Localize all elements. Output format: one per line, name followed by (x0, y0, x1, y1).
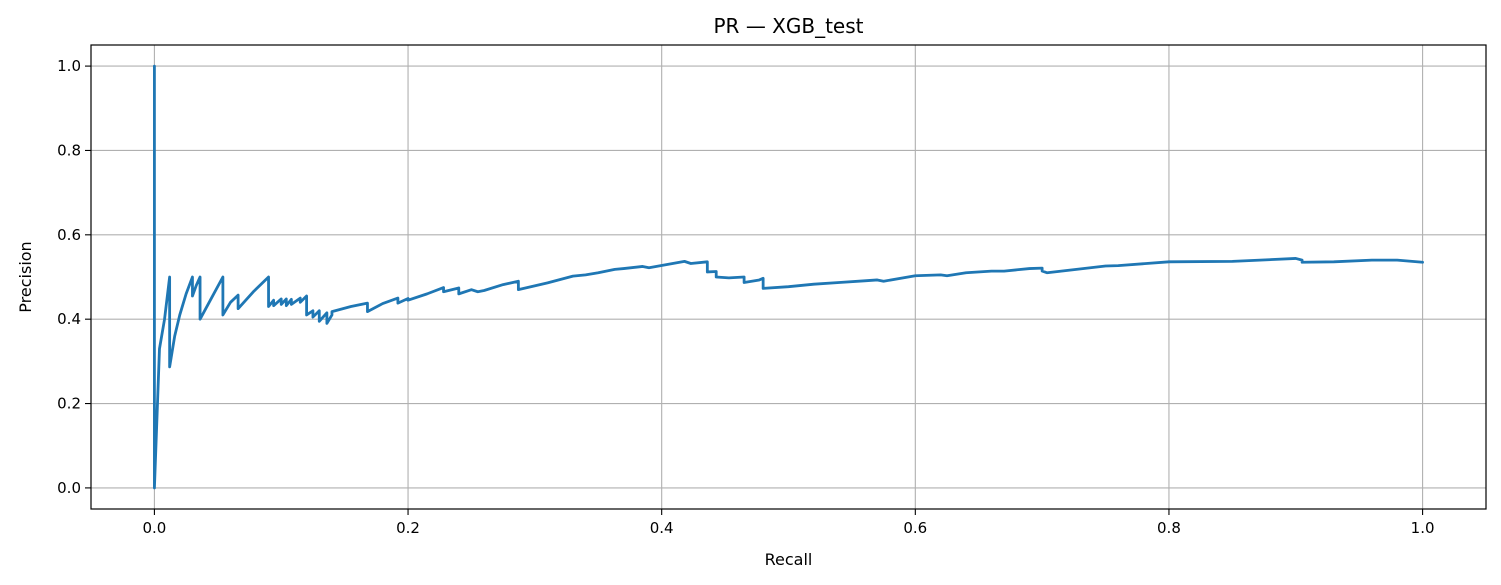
y-tick-label: 0.2 (57, 395, 81, 413)
y-tick-label: 1.0 (57, 57, 81, 75)
grid (91, 45, 1486, 509)
y-tick-label: 0.8 (57, 141, 81, 159)
y-tick-label: 0.4 (57, 310, 81, 328)
y-tick-label: 0.0 (57, 479, 81, 497)
x-axis-label: Recall (765, 550, 813, 569)
plot-frame (90, 44, 1487, 510)
chart-title: PR — XGB_test (714, 14, 864, 38)
ticks: 0.0 0.2 0.4 0.6 0.8 1.0 0.0 0.2 0.4 0.6 0.8 1.0 (57, 57, 1434, 537)
x-tick-label: 1.0 (1411, 519, 1435, 537)
x-tick-label: 0.4 (650, 519, 674, 537)
y-axis-label: Precision (16, 241, 35, 312)
x-tick-label: 0.0 (142, 519, 166, 537)
series-layer (153, 64, 1424, 490)
x-tick-label: 0.8 (1157, 519, 1181, 537)
x-tick-label: 0.6 (903, 519, 927, 537)
y-tick-label: 0.6 (57, 226, 81, 244)
pr-curve-line (153, 64, 1424, 490)
x-tick-label: 0.2 (396, 519, 420, 537)
